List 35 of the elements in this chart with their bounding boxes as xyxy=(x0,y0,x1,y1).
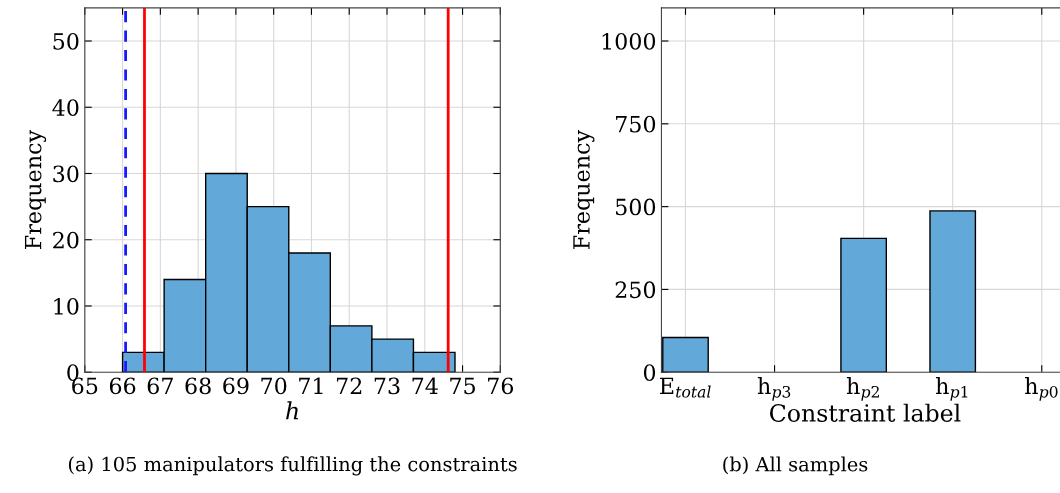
x-tick-label: h$_{p3}$ xyxy=(757,377,791,401)
x-tick-label: 71 xyxy=(299,377,323,394)
x-tick-label: 72 xyxy=(336,377,362,394)
x-tick-label: h$_{p0}$ xyxy=(1025,377,1058,401)
text: (a) 105 manipulators fulfilling the constraints xyxy=(68,456,517,476)
x-tick-label: 75 xyxy=(450,377,475,395)
x-tick-label: h$_{p1}$ xyxy=(935,377,968,401)
x-tick-label: 70 xyxy=(261,377,287,395)
y-tick-label: 750 xyxy=(616,115,656,133)
x-tick-label: 74 xyxy=(412,377,438,394)
x-tick-label: 73 xyxy=(374,377,400,395)
x-tick-label: E$_{total}$ xyxy=(660,377,711,398)
x-tick-label: 69 xyxy=(223,377,249,395)
bar xyxy=(840,237,888,373)
bar xyxy=(929,210,977,373)
y-tick-label: 250 xyxy=(615,281,656,299)
y-tick-label: 30 xyxy=(53,165,79,183)
x-tick-label: h$_{p2}$ xyxy=(846,377,879,401)
x-axis-title: h xyxy=(286,401,298,420)
x-tick-label: 67 xyxy=(147,377,173,395)
y-tick-label: 20 xyxy=(53,231,79,249)
y-tick-label: 50 xyxy=(53,32,79,50)
x-tick-label: 66 xyxy=(109,377,136,395)
y-axis-title: Frequency xyxy=(24,130,47,249)
x-tick-label: 76 xyxy=(488,377,514,395)
x-axis-title: Constraint label xyxy=(770,403,961,422)
x-tick-label: 68 xyxy=(185,377,211,395)
y-tick-label: 40 xyxy=(52,99,79,117)
text: (b) All samples xyxy=(723,456,868,476)
y-tick-label: 10 xyxy=(54,297,79,315)
y-axis-title: Frequency xyxy=(573,130,595,249)
y-tick-label: 500 xyxy=(616,198,656,216)
bar xyxy=(662,336,709,373)
y-tick-label: 0 xyxy=(643,364,656,381)
y-tick-label: 1000 xyxy=(602,32,656,50)
